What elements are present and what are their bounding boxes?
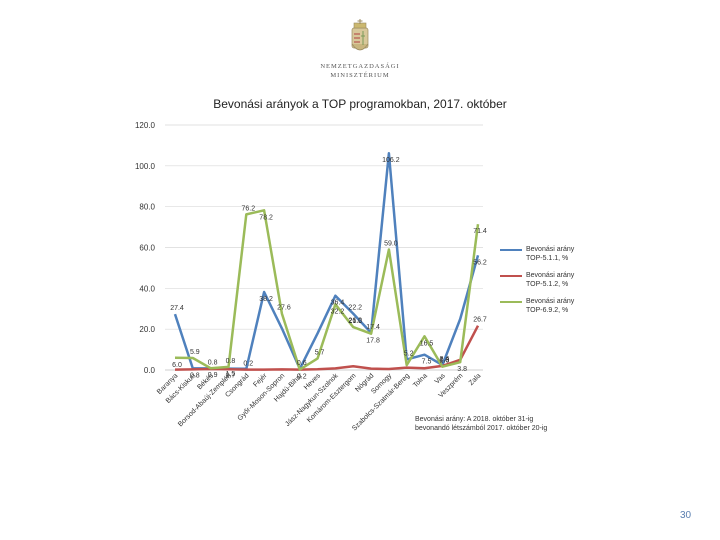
- data-label: 5.9: [190, 349, 200, 356]
- data-label: 26.2: [348, 318, 362, 325]
- legend-label: Bevonási arány: [526, 246, 575, 253]
- x-tick-label: Tolna: [412, 372, 429, 389]
- data-label: 0.2: [297, 374, 307, 381]
- y-tick-label: 0.0: [144, 366, 156, 375]
- x-tick-label: Zala: [468, 372, 483, 387]
- data-label: 17.4: [366, 324, 380, 331]
- data-label: 36.4: [331, 300, 345, 307]
- series-line: [174, 325, 480, 371]
- legend-label: Bevonási arány: [526, 298, 575, 305]
- data-label: 0.8: [208, 359, 218, 366]
- y-tick-label: 120.0: [135, 121, 156, 130]
- legend-label: Bevonási arány: [526, 272, 575, 279]
- data-label: 0.0: [439, 357, 449, 364]
- legend-label: TOP-5.1.1, %: [526, 255, 568, 262]
- data-label: 0.2: [243, 361, 253, 368]
- data-label: 71.4: [473, 228, 487, 235]
- ministry-line-1: NEMZETGAZDASÁGI: [320, 63, 400, 70]
- data-label: 0.8: [226, 358, 236, 365]
- data-labels: 27.4 0.8 0.8 0.7 0.2 38.2 27.6 0.2 0.6 36.422.2 26…: [170, 157, 487, 380]
- data-label: 21.0: [348, 318, 362, 325]
- series-line: [173, 151, 480, 371]
- data-label: 38.2: [259, 296, 273, 303]
- data-label: 5.7: [315, 349, 325, 356]
- data-label: 27.6: [277, 305, 291, 312]
- gridlines: [165, 124, 483, 371]
- legend-label: TOP-6.9.2, %: [526, 307, 568, 314]
- ministry-line-2: MINISZTÉRIUM: [330, 72, 390, 79]
- data-label: 16.5: [420, 340, 434, 347]
- data-label: 32.2: [331, 308, 345, 315]
- data-label: 78.2: [259, 214, 273, 221]
- legend-label: TOP-5.1.2, %: [526, 281, 568, 288]
- x-tick-label: Vas: [434, 372, 447, 385]
- y-tick-label: 100.0: [135, 162, 156, 171]
- y-tick-label: 40.0: [139, 284, 155, 293]
- data-label: 59.0: [384, 241, 398, 248]
- data-label: 3.8: [457, 366, 467, 373]
- footnote-line-1: Bevonási arány: A 2018. október 31-ig: [415, 416, 534, 423]
- page-number: 30: [680, 510, 692, 521]
- chart-title: Bevonási arányok a TOP programokban, 201…: [213, 97, 507, 111]
- data-label: 106.2: [382, 157, 400, 164]
- footnote-line-2: bevonandó létszámból 2017. október 20-ig: [415, 425, 548, 432]
- data-label: 26.7: [473, 317, 487, 324]
- legend: Bevonási arány TOP-5.1.1, % Bevonási arány…: [500, 246, 575, 314]
- data-label: 0.9: [208, 372, 218, 379]
- data-label: 0.6: [297, 360, 307, 367]
- footnote: Bevonási arány: A 2018. október 31-ig be…: [415, 415, 615, 433]
- series-line: [174, 209, 480, 371]
- data-label: 76.2: [241, 205, 255, 212]
- y-tick-label: 20.0: [139, 325, 155, 334]
- coat-of-arms-logo: [351, 19, 369, 51]
- ministry-name: NEMZETGAZDASÁGI MINISZTÉRIUM: [300, 62, 420, 80]
- data-label: 0.7: [226, 373, 236, 380]
- data-label: 7.5: [422, 359, 432, 366]
- data-label: 17.8: [366, 338, 380, 345]
- y-tick-label: 80.0: [139, 203, 155, 212]
- data-label: 2.4: [439, 356, 449, 363]
- data-label: 0.8: [190, 372, 200, 379]
- data-label: 56.2: [473, 259, 487, 266]
- series-lines: [173, 151, 480, 371]
- data-label: 22.2: [348, 305, 362, 312]
- data-label: 27.4: [170, 305, 184, 312]
- y-axis-ticks: 0.0 20.0 40.0 60.0 80.0 100.0 120.0: [135, 121, 156, 375]
- data-label: 6.0: [172, 362, 182, 369]
- data-label: 1.6: [439, 358, 449, 365]
- y-tick-label: 60.0: [139, 244, 155, 253]
- data-label: 5.2: [404, 350, 414, 357]
- data-label: 1.5: [226, 371, 236, 378]
